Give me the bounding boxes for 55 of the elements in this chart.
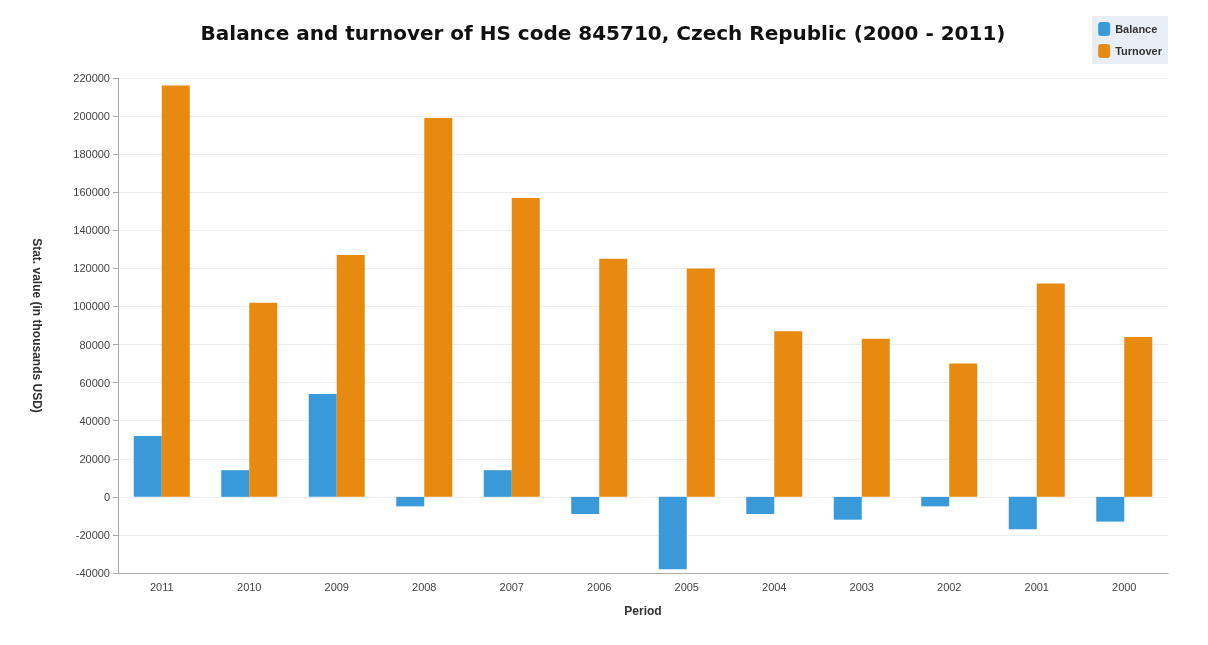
y-tick-label: 100000	[73, 300, 110, 313]
bar	[833, 496, 862, 520]
y-tick-label: 200000	[73, 110, 110, 123]
y-axis-title: Stat. value (in thousands USD)	[30, 238, 44, 413]
bar	[1124, 336, 1153, 497]
bar	[424, 117, 453, 497]
y-tick-label: 40000	[79, 414, 110, 427]
bar	[949, 363, 978, 497]
x-tick-label: 2007	[499, 580, 524, 593]
x-tick-label: 2006	[587, 580, 612, 593]
bar	[571, 496, 600, 514]
bar	[746, 496, 775, 514]
bar	[658, 496, 687, 570]
x-tick-label: 2000	[1112, 580, 1137, 593]
bar	[336, 255, 365, 497]
legend-label: Turnover	[1115, 45, 1163, 57]
bar	[1036, 283, 1065, 497]
y-tick-label: 20000	[79, 452, 110, 465]
bar	[599, 258, 628, 497]
y-tick-label: 0	[103, 490, 110, 503]
y-tick-label: 160000	[73, 186, 110, 199]
bar	[133, 435, 162, 497]
bar	[396, 496, 425, 507]
chart-title: Balance and turnover of HS code 845710, Czech Republic (2000 - 2011)	[200, 21, 1006, 45]
bar	[1008, 496, 1037, 530]
x-tick-label: 2001	[1024, 580, 1049, 593]
x-tick-label: 2005	[674, 580, 699, 593]
x-tick-label: 2004	[762, 580, 787, 593]
x-tick-label: 2008	[412, 580, 437, 593]
y-tick-label: 220000	[73, 72, 110, 84]
bar	[1096, 496, 1125, 522]
bar	[921, 496, 950, 507]
x-tick-label: 2009	[324, 580, 349, 593]
bar	[686, 268, 715, 497]
x-axis-title: Period	[624, 604, 662, 618]
y-tick-label: 80000	[79, 338, 110, 351]
x-tick-label: 2010	[237, 580, 262, 593]
bar	[483, 470, 512, 497]
bar	[249, 302, 278, 497]
bar	[774, 331, 803, 497]
y-tick-label: 180000	[73, 148, 110, 161]
legend-label: Balance	[1115, 23, 1158, 35]
x-tick-label: 2011	[149, 580, 174, 593]
bar	[221, 470, 250, 497]
y-tick-label: 120000	[73, 262, 110, 275]
bar	[308, 394, 337, 497]
bar	[861, 338, 890, 497]
bar	[511, 197, 540, 497]
y-tick-label: 60000	[79, 376, 110, 389]
y-tick-label: 140000	[73, 224, 110, 237]
bar	[161, 85, 190, 497]
y-tick-label: -20000	[75, 528, 110, 541]
x-tick-label: 2002	[937, 580, 962, 593]
x-tick-label: 2003	[849, 580, 874, 593]
y-tick-label: -40000	[75, 567, 110, 579]
